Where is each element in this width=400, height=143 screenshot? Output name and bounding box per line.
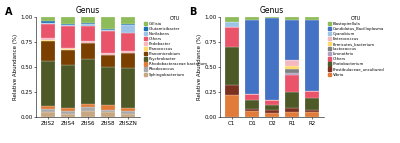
Legend: Gillisia, Glutamicibacter, Norilabens, Others, Pedobacter, Planococcus, Planomic: Gillisia, Glutamicibacter, Norilabens, O… bbox=[143, 15, 207, 77]
Bar bbox=[245, 94, 259, 100]
Bar bbox=[285, 73, 299, 75]
Bar bbox=[101, 29, 115, 30]
Bar bbox=[265, 18, 279, 100]
Bar bbox=[81, 108, 95, 111]
Bar bbox=[81, 104, 95, 108]
Bar bbox=[245, 100, 259, 109]
Bar bbox=[61, 108, 75, 111]
Bar bbox=[121, 33, 135, 51]
Bar bbox=[305, 112, 319, 117]
Bar bbox=[41, 110, 55, 112]
Bar bbox=[81, 43, 95, 59]
Bar bbox=[101, 31, 115, 53]
Bar bbox=[305, 110, 319, 112]
Bar bbox=[61, 17, 75, 24]
Bar bbox=[285, 92, 299, 108]
Bar bbox=[121, 114, 135, 117]
Title: Genus: Genus bbox=[260, 6, 284, 15]
Bar bbox=[41, 21, 55, 23]
Bar bbox=[265, 113, 279, 117]
Bar bbox=[285, 75, 299, 92]
Bar bbox=[225, 27, 239, 47]
Bar bbox=[121, 51, 135, 53]
Bar bbox=[61, 26, 75, 48]
Bar bbox=[101, 67, 115, 105]
Bar bbox=[121, 111, 135, 114]
Bar bbox=[61, 49, 75, 50]
Bar bbox=[41, 23, 55, 24]
Bar bbox=[61, 111, 75, 114]
Bar bbox=[101, 53, 115, 55]
Bar bbox=[81, 24, 95, 26]
Bar bbox=[285, 112, 299, 117]
Bar bbox=[245, 20, 259, 94]
Bar bbox=[61, 48, 75, 49]
Bar bbox=[285, 20, 299, 60]
Bar bbox=[225, 47, 239, 85]
Bar bbox=[305, 91, 319, 99]
Bar bbox=[61, 50, 75, 65]
Bar bbox=[121, 67, 135, 108]
Bar bbox=[265, 110, 279, 113]
Bar bbox=[265, 100, 279, 105]
Title: Genus: Genus bbox=[76, 6, 100, 15]
Bar bbox=[285, 68, 299, 73]
Bar bbox=[81, 111, 95, 117]
Bar bbox=[121, 25, 135, 33]
Bar bbox=[121, 53, 135, 67]
Bar bbox=[245, 17, 259, 20]
Bar bbox=[101, 55, 115, 67]
Bar bbox=[265, 105, 279, 110]
Bar bbox=[121, 108, 135, 111]
Bar bbox=[101, 105, 115, 110]
Bar bbox=[61, 24, 75, 25]
Y-axis label: Relative Abundance (%): Relative Abundance (%) bbox=[12, 34, 18, 100]
Bar bbox=[41, 17, 55, 21]
Bar bbox=[305, 20, 319, 91]
Legend: Blastopirellula, Candidatus_Bacilloplasma, Cyanobium, Enterococcus, Firmicutes_b: Blastopirellula, Candidatus_Bacilloplasm… bbox=[327, 15, 385, 77]
Bar bbox=[285, 17, 299, 20]
Text: B: B bbox=[189, 7, 196, 17]
Bar bbox=[225, 17, 239, 22]
Bar bbox=[41, 112, 55, 117]
Bar bbox=[101, 110, 115, 113]
Bar bbox=[41, 24, 55, 38]
Bar bbox=[101, 17, 115, 29]
Bar bbox=[81, 59, 95, 104]
Bar bbox=[41, 107, 55, 110]
Bar bbox=[305, 17, 319, 20]
Bar bbox=[81, 26, 95, 41]
Bar bbox=[305, 99, 319, 110]
Bar bbox=[101, 113, 115, 117]
Bar bbox=[121, 24, 135, 25]
Bar bbox=[101, 30, 115, 31]
Text: A: A bbox=[5, 7, 12, 17]
Bar bbox=[121, 17, 135, 24]
Bar bbox=[245, 109, 259, 111]
Bar bbox=[285, 66, 299, 68]
Bar bbox=[285, 60, 299, 66]
Bar bbox=[225, 85, 239, 95]
Bar bbox=[41, 40, 55, 61]
Bar bbox=[41, 61, 55, 107]
Bar bbox=[265, 17, 279, 18]
Bar bbox=[61, 25, 75, 26]
Bar bbox=[81, 23, 95, 24]
Bar bbox=[245, 111, 259, 117]
Bar bbox=[225, 95, 239, 117]
Bar bbox=[61, 114, 75, 117]
Y-axis label: Relative Abundance (%): Relative Abundance (%) bbox=[196, 34, 202, 100]
Bar bbox=[81, 17, 95, 23]
Bar bbox=[61, 65, 75, 108]
Bar bbox=[81, 41, 95, 43]
Bar bbox=[225, 22, 239, 27]
Bar bbox=[285, 108, 299, 112]
Bar bbox=[41, 38, 55, 40]
